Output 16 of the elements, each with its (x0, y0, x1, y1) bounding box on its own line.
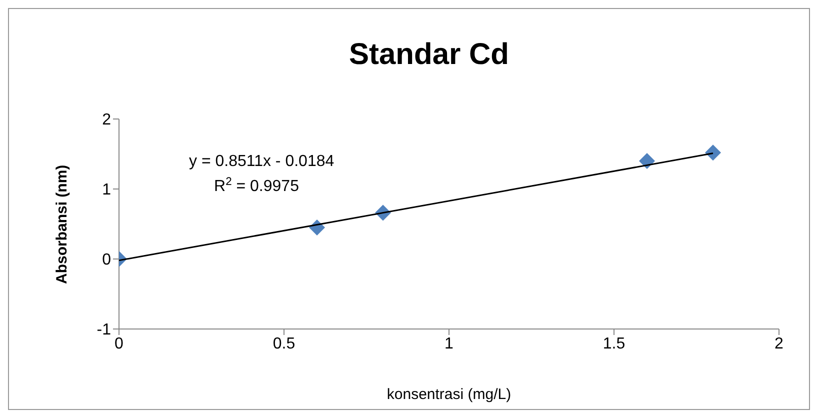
x-tick-label: 2 (774, 335, 784, 352)
x-axis-title: konsentrasi (mg/L) (386, 386, 512, 403)
point (705, 144, 721, 161)
x-tick-label: 0.5 (272, 335, 296, 352)
y-tick-label: -1 (96, 322, 112, 339)
annotation: R$^{2}$ = 0.9975 (214, 176, 300, 195)
x-tick-label: 1 (444, 335, 454, 352)
y-tick-label: 1 (102, 182, 112, 199)
y-tick-label: 0 (102, 252, 112, 269)
annotation: y = 0.8511x - 0.0184 (189, 153, 334, 170)
point (639, 153, 655, 169)
y-tick-label: 2 (102, 112, 112, 129)
chart-title: Standar Cd (348, 38, 510, 71)
x-tick-label: 0 (114, 335, 124, 352)
y-axis-title: Absorbansi (nm) (53, 164, 70, 284)
x-tick-label: 1.5 (602, 335, 626, 352)
